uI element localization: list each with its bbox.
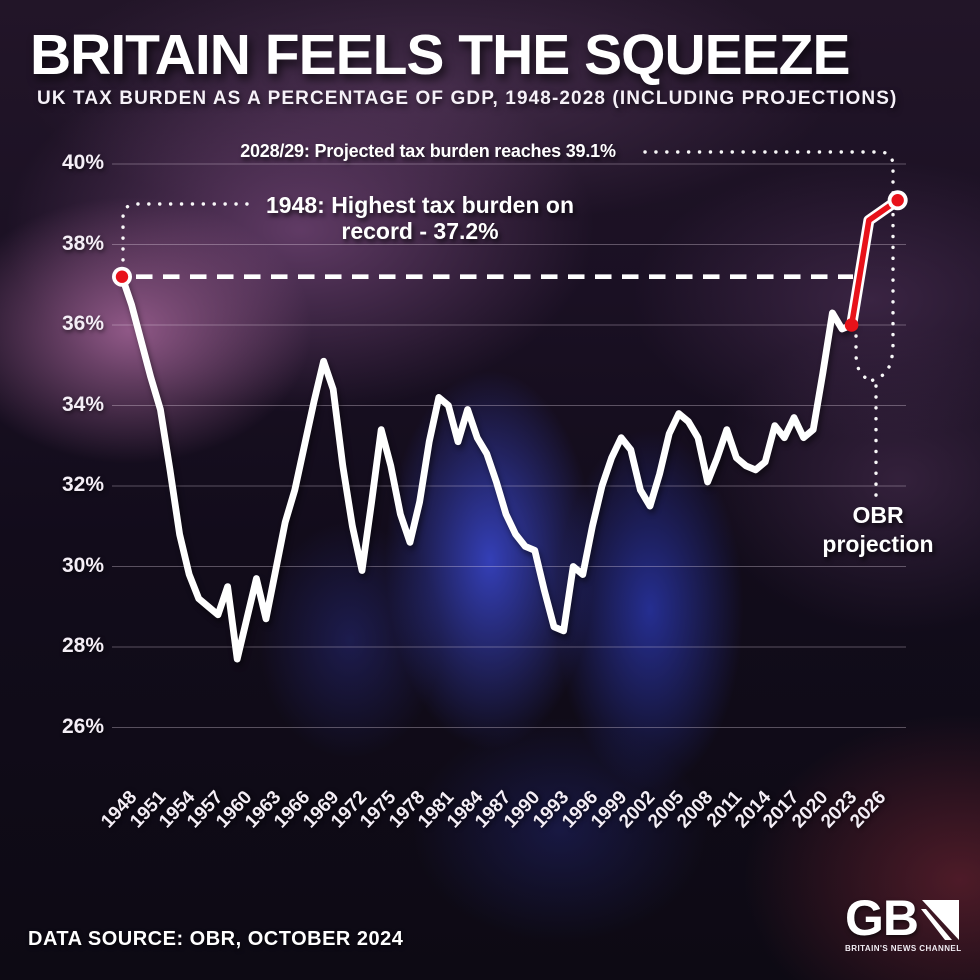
- obr-projection-line: [848, 197, 901, 328]
- obr-projection-label: OBR projection: [788, 501, 968, 559]
- page-title: BRITAIN FEELS THE SQUEEZE: [30, 23, 851, 87]
- gbn-logo: GB BRITAIN'S NEWS CHANNEL: [845, 890, 963, 953]
- y-axis-label: 36%: [61, 312, 104, 335]
- page-subtitle: UK TAX BURDEN AS A PERCENTAGE OF GDP, 19…: [37, 88, 898, 109]
- logo-n-icon: [921, 900, 959, 940]
- dotted-pointer-junction: [854, 334, 873, 383]
- tax-burden-line: [118, 273, 855, 663]
- obr-label-line1: OBR: [852, 502, 904, 528]
- gridlines: [112, 163, 906, 728]
- data-source-credit: DATA SOURCE: OBR, OCTOBER 2024: [28, 928, 404, 950]
- annotation-record-line2: record - 37.2%: [341, 218, 499, 244]
- y-axis-label: 28%: [61, 634, 104, 657]
- dotted-pointer-2028: [643, 150, 895, 383]
- y-axis-label: 38%: [61, 231, 104, 255]
- marker-dot: [115, 270, 129, 283]
- marker-dot: [844, 318, 859, 332]
- marker-dot: [891, 194, 904, 207]
- logo-tagline: BRITAIN'S NEWS CHANNEL: [845, 944, 962, 953]
- obr-label-line2: projection: [822, 531, 934, 557]
- annotation-record-line1: 1948: Highest tax burden on: [265, 192, 574, 218]
- y-axis-label: 30%: [61, 553, 104, 577]
- gbn-logo-row: GB: [845, 890, 963, 946]
- y-axis-label: 26%: [61, 714, 104, 738]
- dotted-pointer-1948: [121, 202, 249, 263]
- data-point-markers: [112, 190, 908, 332]
- annotation-record-1948: 1948: Highest tax burden on record - 37.…: [240, 192, 600, 244]
- y-axis-label: 32%: [61, 473, 104, 496]
- y-axis-label: 34%: [61, 392, 104, 416]
- y-axis-label: 40%: [61, 151, 104, 174]
- annotation-projection-2028: 2028/29: Projected tax burden reaches 39…: [240, 141, 616, 161]
- logo-gb-text: GB: [845, 890, 919, 946]
